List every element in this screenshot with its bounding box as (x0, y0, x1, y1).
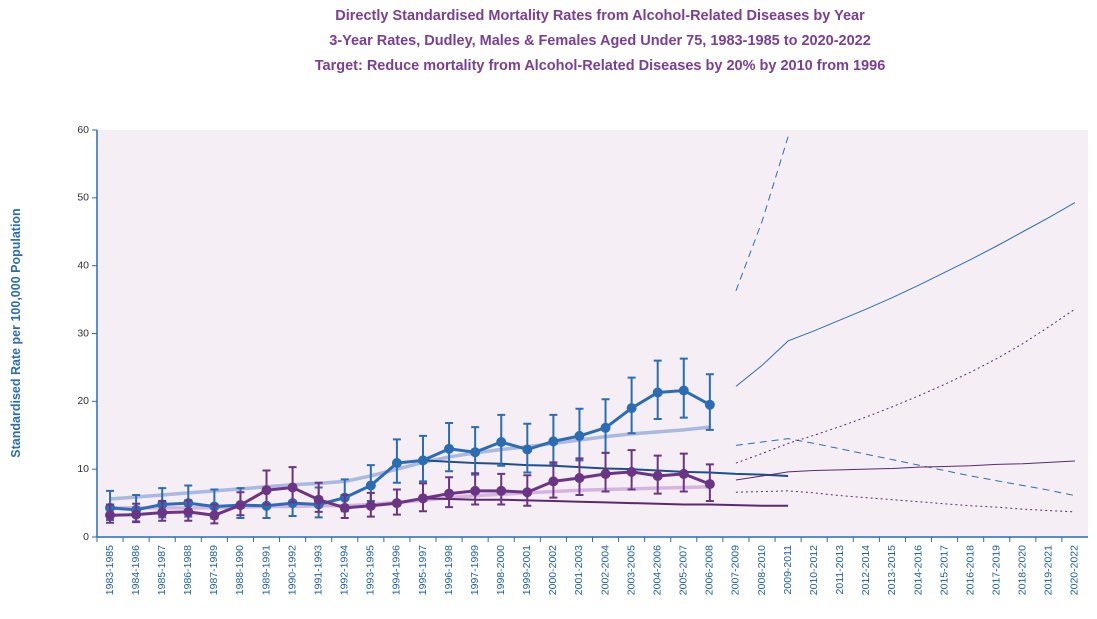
x-tick-label: 1991-1993 (312, 545, 324, 595)
line (109, 425, 711, 501)
x-tick-label: 2005-2007 (678, 545, 690, 595)
marker (157, 507, 168, 518)
y-tick-label: 0 (83, 531, 89, 543)
marker (365, 480, 376, 491)
marker (287, 482, 298, 493)
x-tick-label: 1994-1996 (391, 545, 403, 595)
marker (444, 488, 455, 499)
marker (704, 479, 715, 490)
x-tick-label: 2004-2006 (651, 545, 663, 595)
marker (548, 436, 559, 447)
x-tick-label: 2020-2022 (1069, 545, 1081, 595)
x-tick-label: 1996-1998 (443, 545, 455, 595)
x-tick-label: 1985-1987 (156, 545, 168, 595)
y-tick-label: 60 (77, 124, 89, 136)
marker (704, 399, 715, 410)
x-tick-label: 2009-2011 (782, 545, 794, 595)
x-tick-label: 2006-2008 (704, 545, 716, 595)
x-tick-label: 2008-2010 (756, 545, 768, 595)
x-tick-label: 1999-2001 (521, 545, 533, 595)
marker (261, 500, 272, 511)
y-tick-label: 40 (77, 259, 89, 271)
marker (600, 422, 611, 433)
x-tick-label: 2018-2020 (1017, 545, 1029, 595)
y-tick-label: 50 (77, 192, 89, 204)
marker (470, 447, 481, 458)
marker (496, 485, 507, 496)
y-tick-label: 10 (77, 463, 89, 475)
marker (339, 502, 350, 513)
marker (548, 476, 559, 487)
line (735, 202, 1076, 387)
x-tick-label: 2011-2013 (834, 545, 846, 595)
line (735, 460, 1075, 481)
marker (209, 510, 220, 521)
x-tick-label: 2014-2016 (912, 545, 924, 595)
marker (626, 403, 637, 414)
x-tick-label: 1992-1994 (339, 545, 351, 595)
chart-subtitle: Target: Reduce mortality from Alcohol-Re… (315, 58, 886, 74)
marker (131, 509, 142, 520)
marker (470, 485, 481, 496)
marker (600, 468, 611, 479)
marker (444, 443, 455, 454)
marker (652, 387, 663, 398)
x-tick-label: 1983-1985 (104, 545, 116, 595)
y-tick-label: 20 (77, 395, 89, 407)
marker (391, 498, 402, 509)
marker (496, 437, 507, 448)
chart-title: Directly Standardised Mortality Rates fr… (335, 8, 865, 24)
x-tick-label: 2002-2004 (599, 545, 611, 595)
x-tick-label: 1988-1990 (234, 545, 246, 595)
x-tick-label: 2019-2021 (1043, 545, 1055, 595)
marker (678, 468, 689, 479)
marker (574, 430, 585, 441)
x-tick-label: 2000-2002 (547, 545, 559, 595)
x-tick-label: 1995-1997 (417, 545, 429, 595)
marker (391, 458, 402, 469)
marker (417, 493, 428, 504)
x-tick-label: 2010-2012 (808, 545, 820, 595)
x-tick-label: 1984-1986 (130, 545, 142, 595)
x-tick-label: 1990-1992 (286, 545, 298, 595)
line (422, 497, 789, 507)
x-tick-label: 1987-1989 (208, 545, 220, 595)
marker (574, 472, 585, 483)
x-tick-label: 2013-2015 (886, 545, 898, 595)
marker (626, 466, 637, 477)
y-axis-label: Standardised Rate per 100,000 Population (9, 208, 23, 457)
x-tick-label: 2017-2019 (991, 545, 1003, 595)
marker (105, 510, 116, 521)
marker (365, 500, 376, 511)
marker (235, 500, 246, 511)
marker (183, 506, 194, 517)
x-tick-label: 1986-1988 (182, 545, 194, 595)
line (735, 438, 1076, 497)
x-tick-label: 1998-2000 (495, 545, 507, 595)
plot-area (97, 130, 1088, 537)
marker (522, 487, 533, 498)
chart-subtitle: 3-Year Rates, Dudley, Males & Females Ag… (329, 33, 871, 49)
line (735, 490, 1075, 513)
x-tick-label: 2016-2018 (964, 545, 976, 595)
marker (652, 470, 663, 481)
line (735, 308, 1076, 464)
x-tick-label: 2007-2009 (730, 545, 742, 595)
marker (417, 455, 428, 466)
marker (313, 494, 324, 505)
marker (522, 444, 533, 455)
x-tick-label: 1997-1999 (469, 545, 481, 595)
x-tick-label: 1989-1991 (260, 545, 272, 595)
x-tick-label: 1993-1995 (365, 545, 377, 595)
line (735, 136, 789, 291)
marker (261, 485, 272, 496)
x-tick-label: 2015-2017 (938, 545, 950, 595)
x-tick-label: 2003-2005 (625, 545, 637, 595)
series-layer (105, 136, 1076, 525)
marker (678, 385, 689, 396)
x-tick-label: 2001-2003 (573, 545, 585, 595)
y-tick-label: 30 (77, 327, 89, 339)
x-tick-label: 2012-2014 (860, 545, 872, 595)
